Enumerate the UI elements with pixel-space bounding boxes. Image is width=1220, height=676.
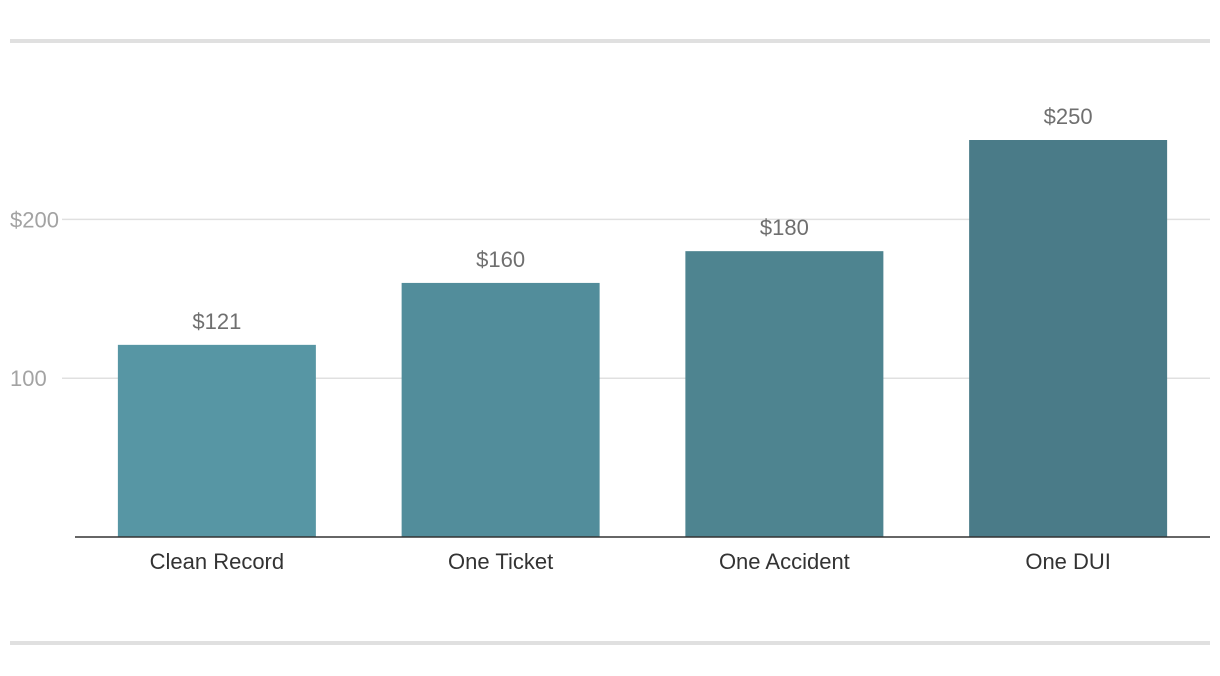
- bar-one-ticket: [401, 282, 600, 537]
- data-labels: $121 $160 $180 $250: [192, 104, 1092, 334]
- data-label: $160: [476, 247, 525, 272]
- x-axis-ticks: Clean Record One Ticket One Accident One DU…: [150, 549, 1111, 574]
- x-tick-label: One Accident: [719, 549, 850, 574]
- x-tick-label: One Ticket: [448, 549, 553, 574]
- bar-one-accident: [685, 251, 884, 537]
- y-tick-label: $200: [10, 207, 59, 232]
- y-tick-label: 100: [10, 366, 47, 391]
- data-label: $121: [192, 309, 241, 334]
- bars: [117, 140, 1168, 537]
- data-label: $250: [1044, 104, 1093, 129]
- x-tick-label: One DUI: [1025, 549, 1111, 574]
- bottom-divider: [10, 641, 1210, 645]
- y-axis-ticks: 100 $200: [10, 207, 59, 391]
- x-tick-label: Clean Record: [150, 549, 285, 574]
- bar-one-dui: [969, 140, 1168, 537]
- data-label: $180: [760, 215, 809, 240]
- bar-clean-record: [117, 344, 316, 537]
- top-divider: [10, 39, 1210, 43]
